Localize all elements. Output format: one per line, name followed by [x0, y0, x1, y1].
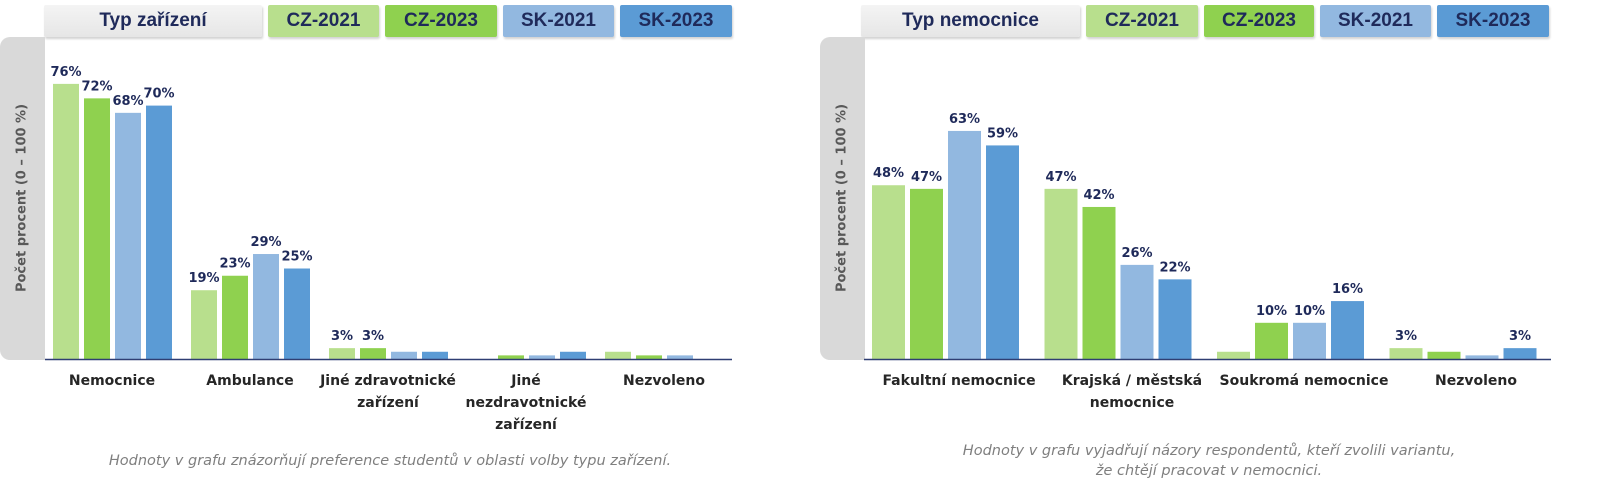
bar-sk-2023-0 — [986, 145, 1019, 359]
bar-sk-2023-1 — [284, 268, 310, 359]
data-label: 70% — [143, 87, 174, 102]
chart-title: Typ zařízení — [44, 5, 262, 37]
data-label: 76% — [50, 65, 81, 80]
data-label: 63% — [949, 112, 980, 127]
data-label: 23% — [219, 257, 250, 272]
data-label: 42% — [1083, 188, 1114, 203]
data-label: 3% — [331, 329, 353, 344]
data-label: 22% — [1159, 260, 1190, 275]
data-label: 68% — [112, 94, 143, 109]
data-label: 26% — [1121, 246, 1152, 261]
chart-title: Typ nemocnice — [861, 5, 1080, 37]
category-label: Krajská / městská nemocnice — [1061, 373, 1203, 411]
chart-panel-facility-type: Typ zařízení CZ-2021 CZ-2023 SK-2021 SK-… — [0, 0, 780, 500]
chart-panel-hospital-type: Typ nemocnice CZ-2021 CZ-2023 SK-2021 SK… — [819, 0, 1599, 500]
data-label: 59% — [987, 126, 1018, 141]
bar-cz-2021-0 — [53, 83, 79, 359]
bar-sk-2021-3 — [1465, 355, 1499, 359]
bar-sk-2023-3 — [560, 351, 586, 359]
category-label: Fakultní nemocnice — [882, 373, 1036, 389]
chart-footnote: Hodnoty v grafu vyjadřují názory respond… — [962, 443, 1456, 479]
bar-sk-2021-2 — [391, 351, 417, 359]
data-label: 16% — [1332, 282, 1363, 297]
bar-sk-2021-2 — [1293, 322, 1326, 359]
category-label: Jiné nezdravotnické zařízení — [465, 373, 587, 433]
bar-cz-2021-2 — [329, 348, 355, 359]
bar-sk-2023-2 — [1331, 301, 1364, 359]
category-label: Nezvoleno — [623, 373, 705, 389]
legend-item-sk-2021: SK-2021 — [1320, 5, 1431, 37]
data-label: 25% — [281, 250, 312, 265]
data-label: 48% — [873, 166, 904, 181]
y-axis-label-box — [820, 37, 865, 360]
legend-item-cz-2021: CZ-2021 — [1086, 5, 1198, 37]
data-label: 47% — [1045, 170, 1076, 185]
bar-sk-2021-1 — [253, 254, 279, 359]
bar-cz-2023-3 — [498, 355, 524, 359]
bar-sk-2021-1 — [1120, 264, 1154, 359]
bar-cz-2021-4 — [605, 351, 631, 359]
data-label: 3% — [1395, 329, 1417, 344]
bar-cz-2021-3 — [1389, 348, 1423, 359]
legend-item-sk-2021: SK-2021 — [503, 5, 614, 37]
bar-cz-2023-3 — [1427, 351, 1461, 359]
legend-item-cz-2021: CZ-2021 — [268, 5, 379, 37]
legend-item-cz-2023: CZ-2023 — [1204, 5, 1314, 37]
bar-cz-2023-1 — [222, 275, 248, 359]
category-label: Soukromá nemocnice — [1219, 373, 1389, 389]
chart-footnote: Hodnoty v grafu znázorňují preference st… — [108, 453, 672, 469]
bar-sk-2021-4 — [667, 355, 693, 359]
category-label: Jiné zdravotnické zařízení — [320, 373, 456, 411]
data-label: 10% — [1256, 304, 1287, 319]
bar-cz-2021-1 — [191, 290, 217, 359]
category-label: Nezvoleno — [1435, 373, 1517, 389]
data-label: 47% — [911, 170, 942, 185]
bar-chart-hospital-type: 48% 47% 3% 47% 42% 10% 63% 26% 10% 59% 22% 16% 3% — [864, 112, 1551, 361]
legend-item-sk-2023: SK-2023 — [620, 5, 732, 37]
bar-sk-2021-0 — [948, 130, 981, 359]
bar-cz-2021-0 — [872, 185, 905, 359]
bar-cz-2023-0 — [84, 98, 110, 360]
bar-sk-2021-0 — [115, 112, 141, 359]
bar-sk-2023-3 — [1503, 348, 1537, 359]
data-label: 19% — [188, 271, 219, 286]
bar-sk-2021-3 — [529, 355, 555, 359]
bar-cz-2023-2 — [360, 348, 386, 359]
data-label: 72% — [81, 79, 112, 94]
bar-sk-2023-1 — [1158, 279, 1192, 359]
data-label: 3% — [362, 329, 384, 344]
data-label: 3% — [1509, 329, 1531, 344]
bar-sk-2023-2 — [422, 351, 448, 359]
bar-chart-facility-type: 76% 19% 3% 72% 23% 3% 68% 29% 70% 25% — [45, 65, 732, 361]
category-label: Ambulance — [206, 373, 294, 389]
legend-item-sk-2023: SK-2023 — [1437, 5, 1549, 37]
category-label: Nemocnice — [68, 373, 156, 389]
y-axis-label-box — [0, 37, 45, 360]
data-label: 10% — [1294, 304, 1325, 319]
bar-sk-2023-0 — [146, 105, 172, 359]
legend-item-cz-2023: CZ-2023 — [385, 5, 497, 37]
bar-cz-2021-1 — [1044, 188, 1078, 359]
bar-cz-2023-1 — [1082, 206, 1116, 359]
bar-cz-2023-0 — [910, 188, 943, 359]
bar-cz-2021-2 — [1217, 351, 1250, 359]
bar-cz-2023-4 — [636, 355, 662, 359]
data-label: 29% — [250, 235, 281, 250]
bar-cz-2023-2 — [1255, 322, 1288, 359]
